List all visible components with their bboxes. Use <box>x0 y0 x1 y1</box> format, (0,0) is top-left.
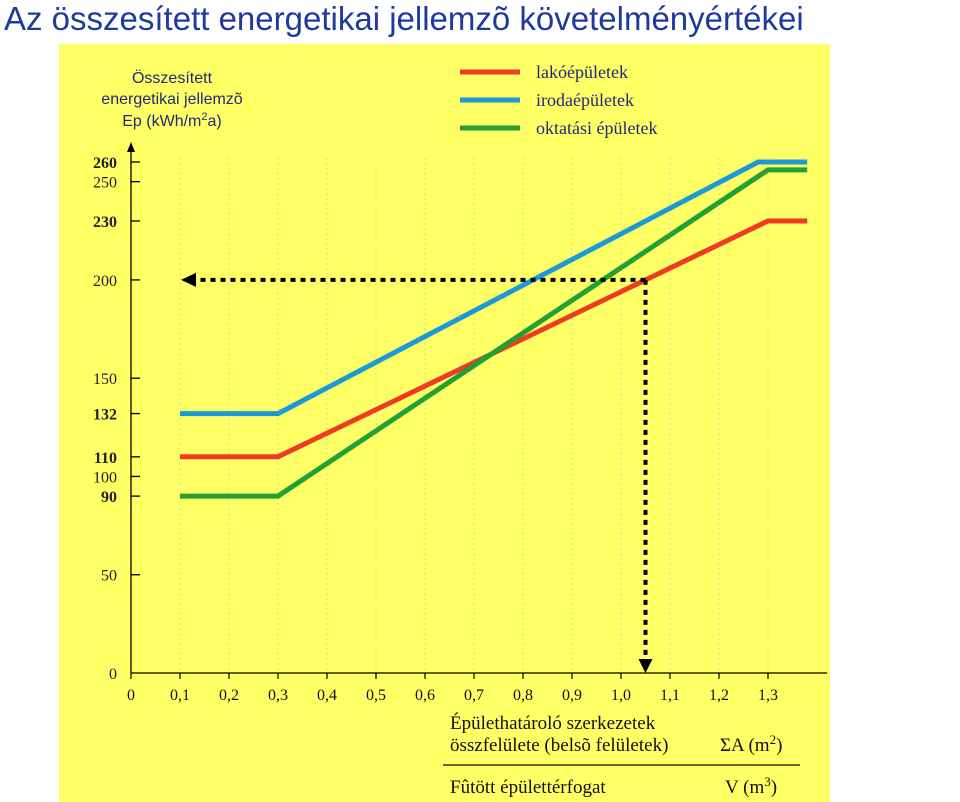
x-tick-label: 0,6 <box>415 687 435 704</box>
y-tick-label: 230 <box>93 214 117 231</box>
y-axis-title-line2: energetikai jellemzõ <box>101 91 243 108</box>
series-line-1 <box>180 162 807 414</box>
x-tick-label: 0,4 <box>317 687 337 704</box>
x-tick-label: 0 <box>127 687 135 704</box>
x-axis-title-line2: összfelülete (belsõ felületek) <box>450 735 668 756</box>
example-readout <box>181 273 653 673</box>
x-axis-denominator: Fûtött épülettérfogat <box>450 777 606 798</box>
readout-arrowhead-down <box>639 659 653 673</box>
x-tick-label: 1,3 <box>758 687 778 704</box>
legend: lakóépületek irodaépületek oktatási épül… <box>460 62 657 138</box>
x-tick-label: 0,7 <box>464 687 484 704</box>
series-lines <box>180 162 807 496</box>
x-axis-ticks: 0 0,1 0,2 0,3 0,4 0,5 0,6 0,7 0,8 0,9 1,0 1,1 1,2 1,3 <box>127 673 778 704</box>
y-tick-label: 110 <box>94 450 117 467</box>
y-tick-label: 90 <box>101 489 117 506</box>
axes <box>127 142 827 673</box>
x-tick-label: 0,9 <box>562 687 582 704</box>
y-tick-label: 260 <box>93 155 117 172</box>
x-tick-label: 1,2 <box>709 687 729 704</box>
series-line-2 <box>180 170 807 496</box>
y-axis-title-line1: Összesített <box>132 69 213 87</box>
x-axis-denominator-unit: V (m3) <box>725 774 777 798</box>
x-tick-label: 0,5 <box>366 687 386 704</box>
legend-label-residential: lakóépületek <box>536 62 628 82</box>
y-axis-unit: Ep (kWh/m2a) <box>122 111 221 130</box>
readout-arrowhead-left <box>181 273 196 287</box>
y-tick-label: 200 <box>93 273 117 290</box>
x-axis-numerator-unit: ΣA (m2) <box>720 732 782 756</box>
y-tick-label: 50 <box>101 568 117 585</box>
x-tick-label: 0,1 <box>170 687 190 704</box>
y-tick-label: 132 <box>93 407 117 424</box>
y-tick-label: 250 <box>93 175 117 192</box>
x-tick-label: 0,2 <box>219 687 239 704</box>
legend-label-office: irodaépületek <box>536 90 634 110</box>
y-tick-label: 0 <box>109 666 117 683</box>
x-tick-label: 1,1 <box>660 687 680 704</box>
y-axis-arrowhead <box>127 142 135 152</box>
series-line-0 <box>180 221 807 457</box>
x-tick-label: 0,8 <box>513 687 533 704</box>
x-axis-title-line1: Épülethatároló szerkezetek <box>450 712 656 734</box>
x-tick-label: 0,3 <box>268 687 288 704</box>
y-tick-label: 100 <box>93 469 117 486</box>
y-axis-ticks: 260 250 230 200 150 132 110 100 90 50 0 <box>93 155 140 683</box>
legend-label-education: oktatási épületek <box>536 118 657 138</box>
y-tick-label: 150 <box>93 371 117 388</box>
x-tick-label: 1,0 <box>611 687 631 704</box>
